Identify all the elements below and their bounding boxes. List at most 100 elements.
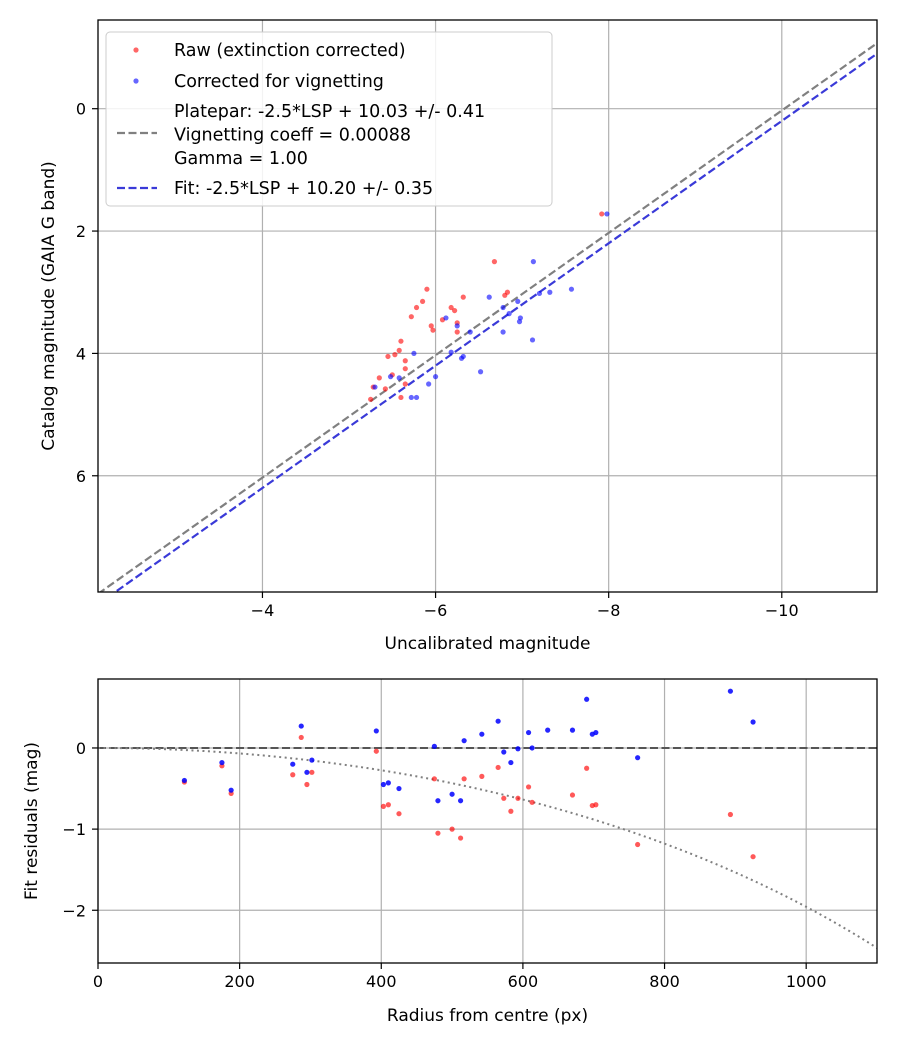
legend: Raw (extinction corrected) Corrected for … (105, 31, 553, 207)
data-point (508, 808, 514, 814)
data-point (479, 731, 485, 737)
legend-platepar-label: Gamma = 1.00 (174, 149, 308, 169)
data-point (380, 781, 386, 788)
data-point (408, 394, 414, 401)
data-point (515, 795, 521, 801)
data-point (419, 298, 426, 305)
data-point (452, 307, 458, 314)
data-point (385, 802, 391, 808)
data-point (750, 854, 756, 860)
data-point (569, 727, 576, 733)
data-point (430, 327, 436, 333)
legend-platepar-label: Vignetting coeff = 0.00088 (174, 126, 411, 146)
data-point (431, 743, 437, 749)
data-point (396, 811, 402, 817)
data-point (525, 784, 532, 790)
fit-line (113, 52, 877, 592)
data-point (504, 289, 511, 295)
legend-corrected-marker (133, 78, 139, 84)
x-tick-label: −6 (424, 601, 448, 620)
data-point (448, 304, 454, 311)
data-point (373, 728, 379, 734)
legend-box (105, 31, 553, 207)
y-tick-label: 0 (76, 739, 86, 758)
data-point (396, 375, 402, 381)
data-point (568, 286, 575, 292)
data-point (584, 696, 590, 702)
data-point (727, 811, 734, 818)
data-point (635, 841, 641, 848)
data-point (424, 286, 430, 292)
data-point (443, 315, 449, 321)
data-point (584, 765, 590, 771)
data-point (486, 294, 492, 300)
data-point (517, 315, 523, 321)
y-tick-label: 0 (76, 100, 86, 119)
data-point (569, 792, 576, 798)
data-point (547, 289, 553, 295)
legend-corrected-label: Corrected for vignetting (174, 72, 384, 92)
data-point (479, 773, 485, 779)
y-tick-label: 2 (76, 222, 86, 241)
data-point (373, 748, 379, 754)
plot-frame (97, 678, 878, 964)
legend-fit-label: Fit: -2.5*LSP + 10.20 +/- 0.35 (174, 179, 433, 199)
data-point (727, 688, 734, 694)
data-point (477, 369, 484, 375)
data-point (304, 769, 310, 775)
data-point (515, 746, 521, 752)
data-point (501, 749, 507, 755)
y-tick-label: 6 (76, 467, 86, 486)
data-point (228, 787, 234, 793)
data-point (506, 311, 512, 317)
data-point (396, 785, 402, 792)
x-tick-label: 0 (93, 972, 103, 991)
data-point (460, 353, 466, 360)
data-point (593, 729, 599, 736)
data-point (428, 323, 434, 329)
data-point (529, 799, 535, 805)
y-tick-label: −1 (62, 820, 86, 839)
platepar-line (98, 42, 877, 592)
data-point (593, 802, 599, 808)
data-point (385, 353, 391, 360)
x-tick-label: 600 (508, 972, 539, 991)
data-point (460, 294, 466, 300)
data-point (387, 374, 394, 380)
x-tick-label: −4 (251, 601, 275, 620)
data-point (530, 259, 536, 265)
data-point (500, 329, 506, 335)
y-axis-label: Fit residuals (mag) (22, 742, 42, 900)
x-tick-label: −10 (765, 601, 799, 620)
x-tick-label: 200 (224, 972, 255, 991)
data-point (411, 350, 417, 357)
data-point (454, 329, 460, 335)
data-point (435, 798, 441, 804)
x-axis-label: Uncalibrated magnitude (385, 634, 591, 654)
data-point (413, 304, 420, 311)
vignetting-model-curve (98, 746, 877, 949)
y-tick-label: 4 (76, 344, 86, 363)
data-point (454, 323, 460, 329)
data-point (750, 719, 756, 725)
x-tick-label: 400 (366, 972, 397, 991)
data-point (396, 347, 402, 353)
data-point (545, 727, 551, 733)
data-point (495, 718, 501, 724)
data-point (529, 337, 536, 343)
data-point (500, 304, 506, 311)
x-tick-label: −8 (597, 601, 621, 620)
data-point (432, 374, 439, 380)
data-point (290, 772, 296, 778)
raw-residuals-series (181, 734, 756, 860)
data-point (599, 211, 605, 217)
x-tick-label: 1000 (786, 972, 827, 991)
data-point (309, 769, 315, 775)
x-axis-label: Radius from centre (px) (387, 1006, 588, 1026)
data-point (219, 759, 225, 766)
residuals-plot: 0 200 400 600 800 1000 0 −1 −2 Radius from centre… (22, 678, 878, 1026)
plot-area (98, 688, 877, 949)
data-point (467, 329, 473, 335)
data-point (298, 734, 304, 741)
